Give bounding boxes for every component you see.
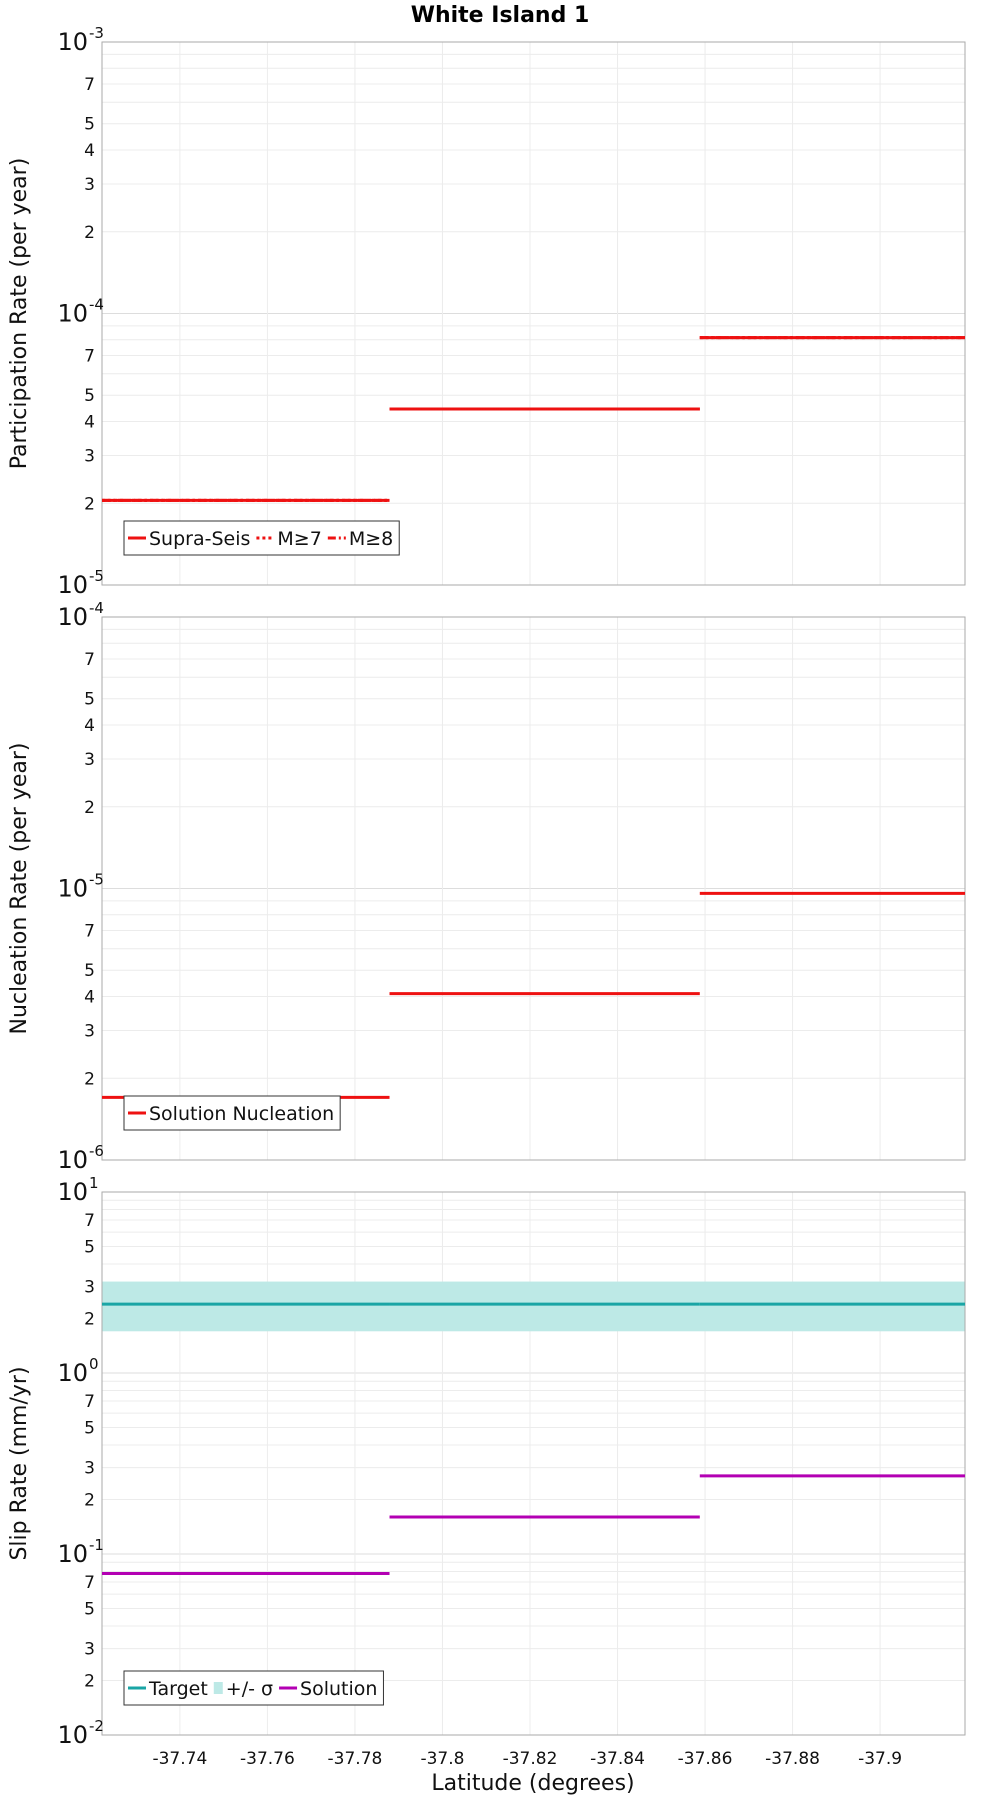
- y-tick-label: 7: [84, 1573, 95, 1593]
- y-tick-label: 7: [84, 347, 95, 367]
- plot-frame: [101, 1191, 966, 1736]
- x-tick-label: -37.86: [678, 1749, 733, 1769]
- y-major-label: 10: [57, 1540, 88, 1568]
- y-tick-label: 3: [84, 1021, 95, 1041]
- legend: Target +/- σ Solution: [123, 1670, 384, 1706]
- legend-label: +/- σ: [226, 1678, 273, 1700]
- y-major-label: 10: [57, 1721, 88, 1749]
- y-tick-label: 2: [84, 494, 95, 514]
- x-tick-label: -37.76: [240, 1749, 295, 1769]
- x-tick-label: -37.84: [590, 1749, 645, 1769]
- plot-frame: [101, 616, 966, 1161]
- y-tick-label: 5: [84, 961, 95, 981]
- y-major-exponent: 0: [89, 1355, 99, 1373]
- legend: Solution Nucleation: [123, 1095, 341, 1131]
- x-tick-label: -37.78: [328, 1749, 383, 1769]
- y-tick-label: 5: [84, 115, 95, 135]
- y-tick-label: 3: [84, 446, 95, 466]
- legend-box: [123, 1670, 384, 1706]
- legend-label: M≥7: [277, 528, 321, 550]
- y-tick-label: 3: [84, 1459, 95, 1479]
- y-major-exponent: -1: [89, 1536, 104, 1554]
- y-tick-label: 5: [84, 690, 95, 710]
- y-tick-label: 7: [84, 1211, 95, 1231]
- y-major-label: 10: [57, 300, 88, 328]
- legend-swatch: [213, 1682, 223, 1694]
- y-tick-label: 4: [84, 413, 95, 433]
- y-major-label: 10: [57, 1359, 88, 1387]
- y-tick-label: 7: [84, 650, 95, 670]
- chart-title: White Island 1: [411, 3, 590, 28]
- x-tick-label: -37.9: [858, 1749, 902, 1769]
- y-tick-label: 2: [84, 223, 95, 243]
- y-tick-label: 3: [84, 1640, 95, 1660]
- y-major-label: 10: [57, 1146, 88, 1174]
- x-tick-label: -37.8: [420, 1749, 464, 1769]
- y-tick-label: 4: [84, 141, 95, 161]
- x-tick-label: -37.82: [503, 1749, 558, 1769]
- y-tick-label: 3: [84, 1278, 95, 1298]
- y-tick-label: 5: [84, 386, 95, 406]
- legend-label: Solution Nucleation: [149, 1103, 334, 1125]
- y-tick-label: 5: [84, 1599, 95, 1619]
- x-tick-label: -37.88: [765, 1749, 820, 1769]
- legend-box: [123, 520, 400, 556]
- y-axis-label: Slip Rate (mm/yr): [7, 1366, 32, 1560]
- y-major-exponent: -5: [89, 567, 104, 585]
- y-tick-label: 2: [84, 1069, 95, 1089]
- legend-label: Target: [148, 1678, 208, 1700]
- y-major-exponent: 1: [89, 1174, 99, 1192]
- y-tick-label: 5: [84, 1237, 95, 1257]
- sigma-band: [102, 1281, 965, 1332]
- y-tick-label: 4: [84, 716, 95, 736]
- y-axis-label: Nucleation Rate (per year): [7, 743, 32, 1035]
- y-tick-label: 3: [84, 750, 95, 770]
- y-tick-label: 3: [84, 175, 95, 195]
- plot-frame: [101, 41, 966, 586]
- y-major-label: 10: [57, 571, 88, 599]
- y-tick-label: 2: [84, 1491, 95, 1511]
- y-tick-label: 2: [84, 1310, 95, 1330]
- y-tick-label: 2: [84, 798, 95, 818]
- y-tick-label: 5: [84, 1418, 95, 1438]
- y-major-exponent: -2: [89, 1717, 104, 1735]
- y-axis-label: Participation Rate (per year): [7, 158, 32, 470]
- y-major-exponent: -3: [89, 24, 104, 42]
- y-tick-label: 7: [84, 75, 95, 95]
- y-tick-label: 7: [84, 1392, 95, 1412]
- y-major-label: 10: [57, 1178, 88, 1206]
- y-tick-label: 2: [84, 1672, 95, 1692]
- legend-label: M≥8: [349, 528, 393, 550]
- legend-box: [123, 1095, 341, 1131]
- y-major-exponent: -5: [89, 871, 104, 889]
- y-tick-label: 7: [84, 922, 95, 942]
- y-tick-label: 4: [84, 988, 95, 1008]
- y-major-label: 10: [57, 603, 88, 631]
- x-axis: -37.74 -37.76 -37.78 -37.8 -37.82 -37.84 -37.8…: [152, 1749, 902, 1769]
- legend-label: Solution: [300, 1678, 377, 1700]
- legend-label: Supra-Seis: [149, 528, 250, 550]
- y-major-exponent: -4: [89, 599, 104, 617]
- legend: Supra-Seis M≥7 M≥8: [123, 520, 400, 556]
- y-major-exponent: -4: [89, 296, 104, 314]
- y-major-label: 10: [57, 28, 88, 56]
- x-axis-label: Latitude (degrees): [431, 1771, 634, 1796]
- y-major-label: 10: [57, 875, 88, 903]
- y-major-exponent: -6: [89, 1142, 104, 1160]
- x-tick-label: -37.74: [152, 1749, 207, 1769]
